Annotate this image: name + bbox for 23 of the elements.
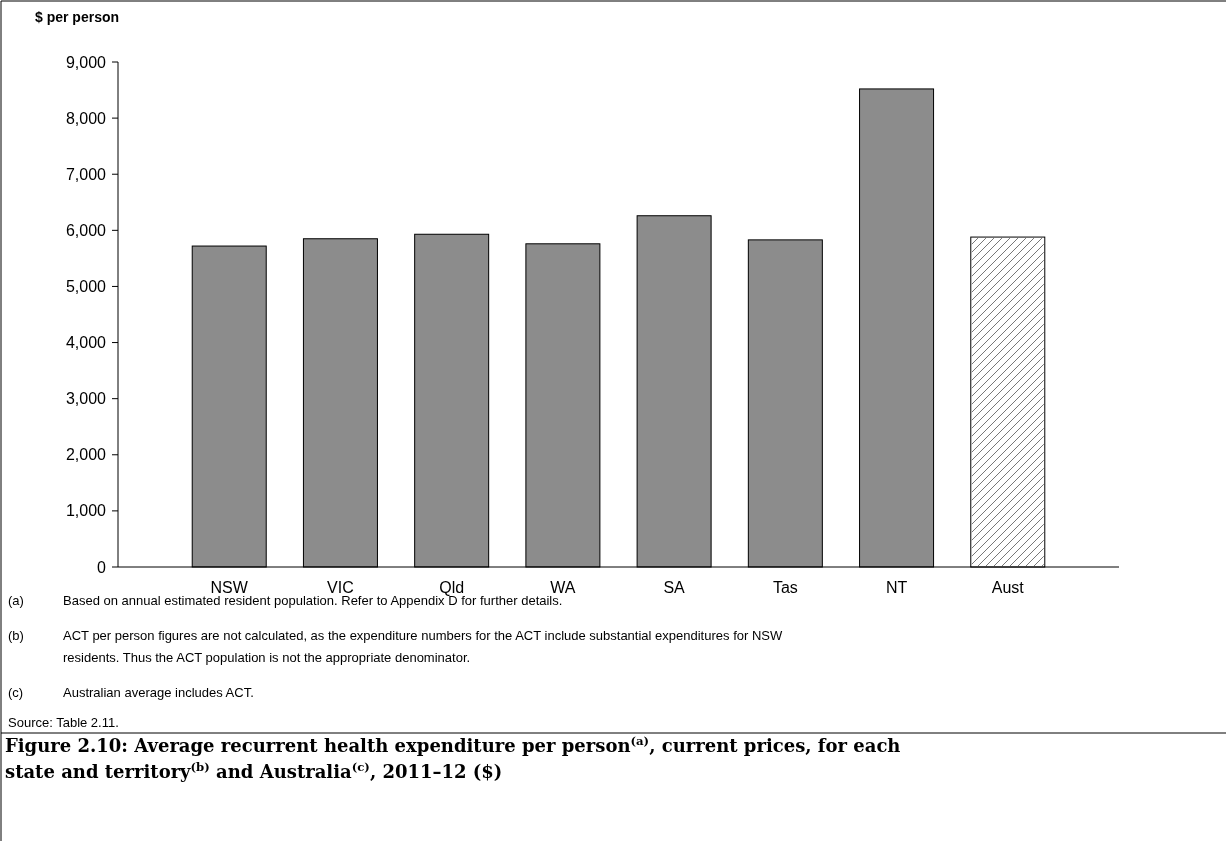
y-tick-label: 9,000	[65, 53, 107, 71]
x-tick-label: Qld	[439, 579, 465, 596]
x-tick-label: WA	[550, 579, 576, 596]
y-tick-label: 4,000	[65, 334, 107, 352]
y-tick-label: 8,000	[65, 109, 107, 127]
x-tick-label: Tas	[772, 579, 798, 596]
y-tick-label: 3,000	[65, 390, 107, 408]
y-axis-title: $ per person	[35, 9, 120, 25]
y-tick-label: 6,000	[65, 221, 107, 239]
y-tick-label: 2,000	[65, 446, 107, 464]
x-tick-label: Aust	[991, 579, 1025, 596]
text: (b) ACT per person figures are not calculated, as the expenditure numbers for the ACT include substantial expenditures for NSW residents. Thus the ACT population is not the appropriate denominator.	[8, 628, 783, 665]
x-tick-label: VIC	[327, 579, 354, 596]
x-tick-label: SA	[663, 579, 686, 596]
chart-title: Figure 2.10: Average recurrent health expenditure per person$^{(a)}$, current prices, for each state and territory$^{(b)}$ and Australia$^{(c)}$, 2011–12 ($)	[5, 734, 901, 782]
y-tick-label: 7,000	[65, 165, 107, 183]
y-tick-label: 1,000	[65, 502, 107, 520]
text: (c) Australian average includes ACT.	[8, 685, 254, 700]
source-note: Source: Table 2.11.	[8, 715, 119, 730]
x-tick-label: NSW	[210, 579, 249, 596]
x-tick-label: NT	[885, 579, 908, 596]
y-tick-label: 0	[97, 558, 107, 576]
y-tick-label: 5,000	[65, 278, 107, 296]
